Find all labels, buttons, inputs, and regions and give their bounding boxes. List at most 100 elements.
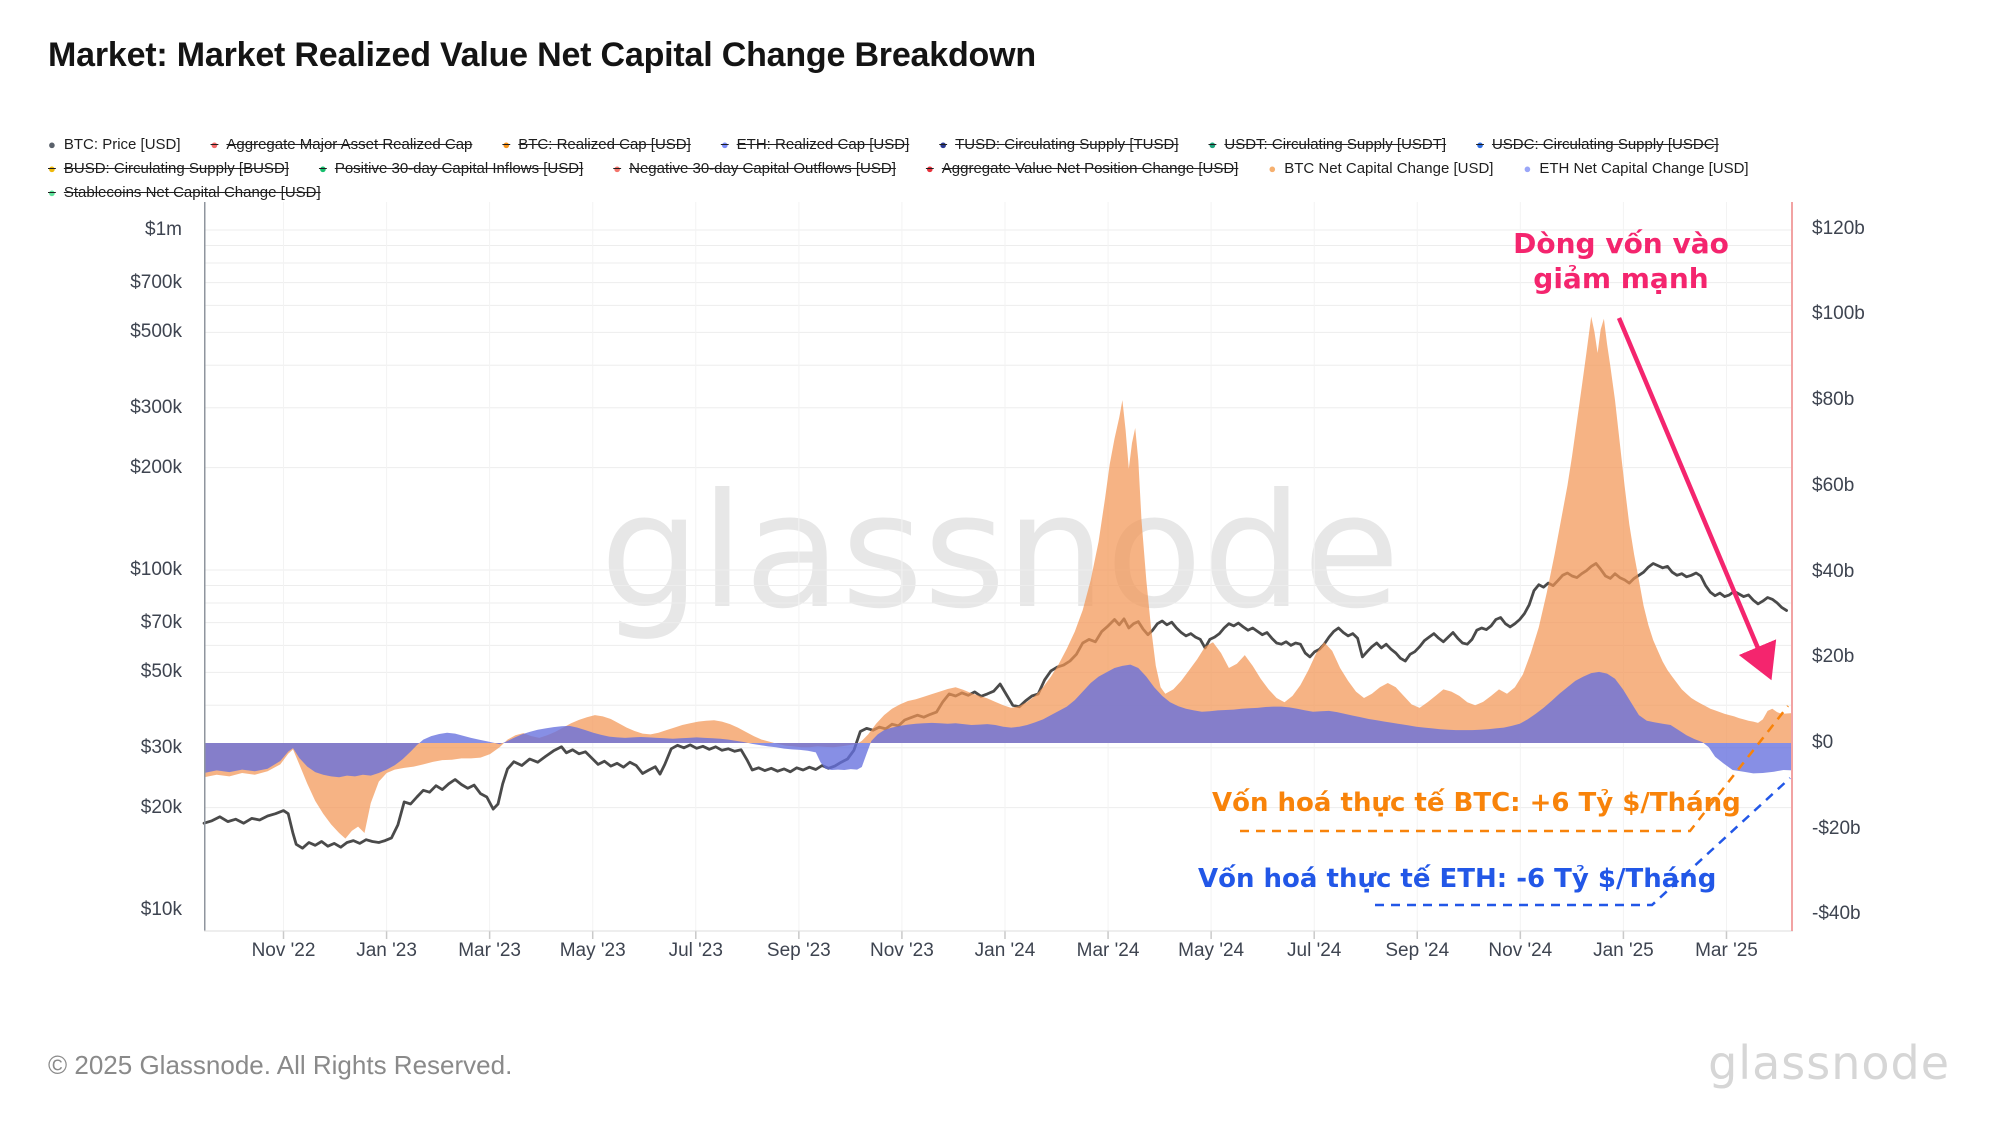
legend-item[interactable]: ● BTC Net Capital Change [USD]: [1268, 160, 1493, 177]
legend: ● BTC: Price [USD] ● Aggregate Major Asset …: [48, 136, 1948, 201]
legend-item[interactable]: ● BTC: Price [USD]: [48, 136, 181, 153]
legend-dot-icon: ●: [613, 161, 622, 176]
left-axis: $1m $700k $500k $300k $200k $100k $70k $50k $30k…: [0, 202, 192, 931]
eth-net-capital-area: [204, 664, 1793, 778]
legend-item[interactable]: ● ETH Net Capital Change [USD]: [1523, 160, 1748, 177]
legend-item-label: Positive 30-day Capital Inflows [USD]: [334, 160, 584, 177]
axis-tick-label: $0: [1812, 732, 1834, 753]
legend-item[interactable]: ● Negative 30-day Capital Outflows [USD]: [613, 160, 896, 177]
axis-tick-label: $20k: [140, 796, 182, 818]
axis-tick-label: $500k: [130, 321, 182, 343]
legend-row: ● Stablecoins Net Capital Change [USD]: [48, 184, 1948, 201]
annotation-btc-realized: Vốn hoá thực tế BTC: +6 Tỷ $/Tháng: [1212, 788, 1741, 818]
legend-row: ● BUSD: Circulating Supply [BUSD] ● Positiv…: [48, 160, 1948, 177]
annotation-eth-realized: Vốn hoá thực tế ETH: -6 Tỷ $/Tháng: [1198, 864, 1717, 894]
axis-tick-label: May '23: [559, 940, 626, 961]
chart-plot[interactable]: [202, 202, 1793, 947]
axis-tick-label: $700k: [130, 271, 182, 293]
legend-dot-icon: ●: [502, 137, 511, 152]
legend-item-label: BUSD: Circulating Supply [BUSD]: [63, 160, 289, 177]
legend-item[interactable]: ● Aggregate Value Net Position Change [US…: [926, 160, 1238, 177]
axis-tick-label: Mar '24: [1076, 940, 1140, 961]
legend-item[interactable]: ● USDC: Circulating Supply [USDC]: [1476, 136, 1719, 153]
legend-item[interactable]: ● BUSD: Circulating Supply [BUSD]: [48, 160, 289, 177]
legend-item[interactable]: ● BTC: Realized Cap [USD]: [502, 136, 690, 153]
axis-tick-label: Nov '22: [251, 940, 316, 961]
axis-tick-label: $70k: [140, 611, 182, 633]
legend-dot-icon: ●: [1268, 161, 1277, 176]
brand-logo: glassnode: [1708, 1036, 1950, 1090]
btc-dashed-connector: [1240, 705, 1789, 833]
legend-item[interactable]: ● TUSD: Circulating Supply [TUSD]: [939, 136, 1178, 153]
inflow-arrow-icon: [1616, 317, 1777, 681]
legend-item-label: ETH Net Capital Change [USD]: [1539, 160, 1749, 177]
axis-tick-label: $80b: [1812, 389, 1855, 411]
axis-tick-label: Sep '24: [1385, 940, 1450, 961]
legend-item-label: USDC: Circulating Supply [USDC]: [1491, 136, 1719, 153]
axis-tick-label: -$20b: [1812, 817, 1861, 839]
page-title: Market: Market Realized Value Net Capita…: [48, 36, 1036, 74]
legend-dot-icon: ●: [48, 161, 56, 176]
axis-tick-label: $200k: [130, 456, 182, 478]
legend-item-label: Aggregate Value Net Position Change [USD…: [941, 160, 1239, 177]
legend-item[interactable]: ● Stablecoins Net Capital Change [USD]: [48, 184, 321, 201]
annotation-inflow-line1: Dòng vốn vào: [1513, 227, 1729, 260]
axis-tick-label: Jan '25: [1593, 940, 1654, 961]
legend-item-label: Stablecoins Net Capital Change [USD]: [63, 184, 321, 201]
axis-tick-label: $100b: [1812, 303, 1865, 325]
annotation-inflow-drop: Dòng vốn vào giảm mạnh: [1513, 226, 1729, 296]
axis-tick-label: Jul '23: [668, 940, 723, 961]
legend-item-label: Negative 30-day Capital Outflows [USD]: [629, 160, 896, 177]
axis-tick-label: $100k: [130, 559, 182, 580]
axis-tick-label: Jan '24: [974, 940, 1036, 961]
axis-tick-label: May '24: [1178, 940, 1245, 961]
x-axis: Nov '22 Jan '23 Mar '23 May '23 Jul '23 Sep '…: [204, 938, 1793, 964]
axis-tick-label: $60b: [1812, 474, 1855, 496]
chart-canvas: [202, 202, 1793, 939]
legend-dot-icon: ●: [1208, 137, 1217, 152]
legend-row: ● BTC: Price [USD] ● Aggregate Major Asset …: [48, 136, 1948, 153]
footer-copyright: © 2025 Glassnode. All Rights Reserved.: [48, 1050, 513, 1080]
axis-tick-label: $40b: [1812, 560, 1855, 582]
legend-item-label: USDT: Circulating Supply [USDT]: [1224, 136, 1447, 153]
axis-tick-label: $50k: [140, 661, 182, 683]
axis-tick-label: $10k: [140, 899, 182, 920]
legend-item[interactable]: ● Aggregate Major Asset Realized Cap: [211, 136, 473, 153]
watermark-logo: glassnode: [600, 460, 1400, 644]
legend-dot-icon: ●: [939, 137, 948, 152]
legend-item-label: BTC Net Capital Change [USD]: [1284, 160, 1494, 177]
axis-tick-label: $30k: [140, 736, 182, 758]
axis-tick-label: Mar '25: [1695, 940, 1758, 961]
axis-tick-label: $1m: [145, 219, 182, 240]
axis-tick-label: Mar '23: [458, 940, 521, 961]
eth-dashed-connector: [1375, 777, 1791, 907]
legend-dot-icon: ●: [720, 137, 729, 152]
axis-tick-label: Sep '23: [766, 940, 831, 961]
legend-dot-icon: ●: [318, 161, 327, 176]
right-axis: $120b $100b $80b $60b $40b $20b $0 -$20b -$40b: [1810, 202, 1990, 931]
legend-item[interactable]: ● Positive 30-day Capital Inflows [USD]: [319, 160, 583, 177]
axis-tick-label: Jul '24: [1287, 940, 1342, 961]
legend-dot-icon: ●: [1476, 137, 1484, 152]
legend-dot-icon: ●: [48, 137, 56, 152]
axis-tick-label: Jan '23: [356, 940, 417, 961]
axis-tick-label: -$40b: [1812, 903, 1861, 925]
legend-item-label: BTC: Price [USD]: [63, 136, 181, 153]
axis-tick-label: $120b: [1812, 217, 1865, 239]
legend-item[interactable]: ● USDT: Circulating Supply [USDT]: [1209, 136, 1447, 153]
btc-net-capital-area: [204, 316, 1793, 839]
legend-item-label: BTC: Realized Cap [USD]: [518, 136, 691, 153]
legend-dot-icon: ●: [1523, 161, 1532, 176]
axis-tick-label: Nov '23: [869, 940, 934, 961]
legend-item-label: TUSD: Circulating Supply [TUSD]: [955, 136, 1179, 153]
legend-dot-icon: ●: [48, 185, 56, 200]
axis-tick-label: Nov '24: [1488, 940, 1553, 961]
legend-item-label: Aggregate Major Asset Realized Cap: [226, 136, 473, 153]
legend-dot-icon: ●: [925, 161, 934, 176]
annotation-inflow-line2: giảm mạnh: [1533, 262, 1709, 295]
axis-tick-label: $300k: [130, 396, 182, 418]
legend-item[interactable]: ● ETH: Realized Cap [USD]: [721, 136, 909, 153]
legend-item-label: ETH: Realized Cap [USD]: [736, 136, 910, 153]
axis-tick-label: $20b: [1812, 646, 1855, 668]
legend-dot-icon: ●: [210, 137, 219, 152]
